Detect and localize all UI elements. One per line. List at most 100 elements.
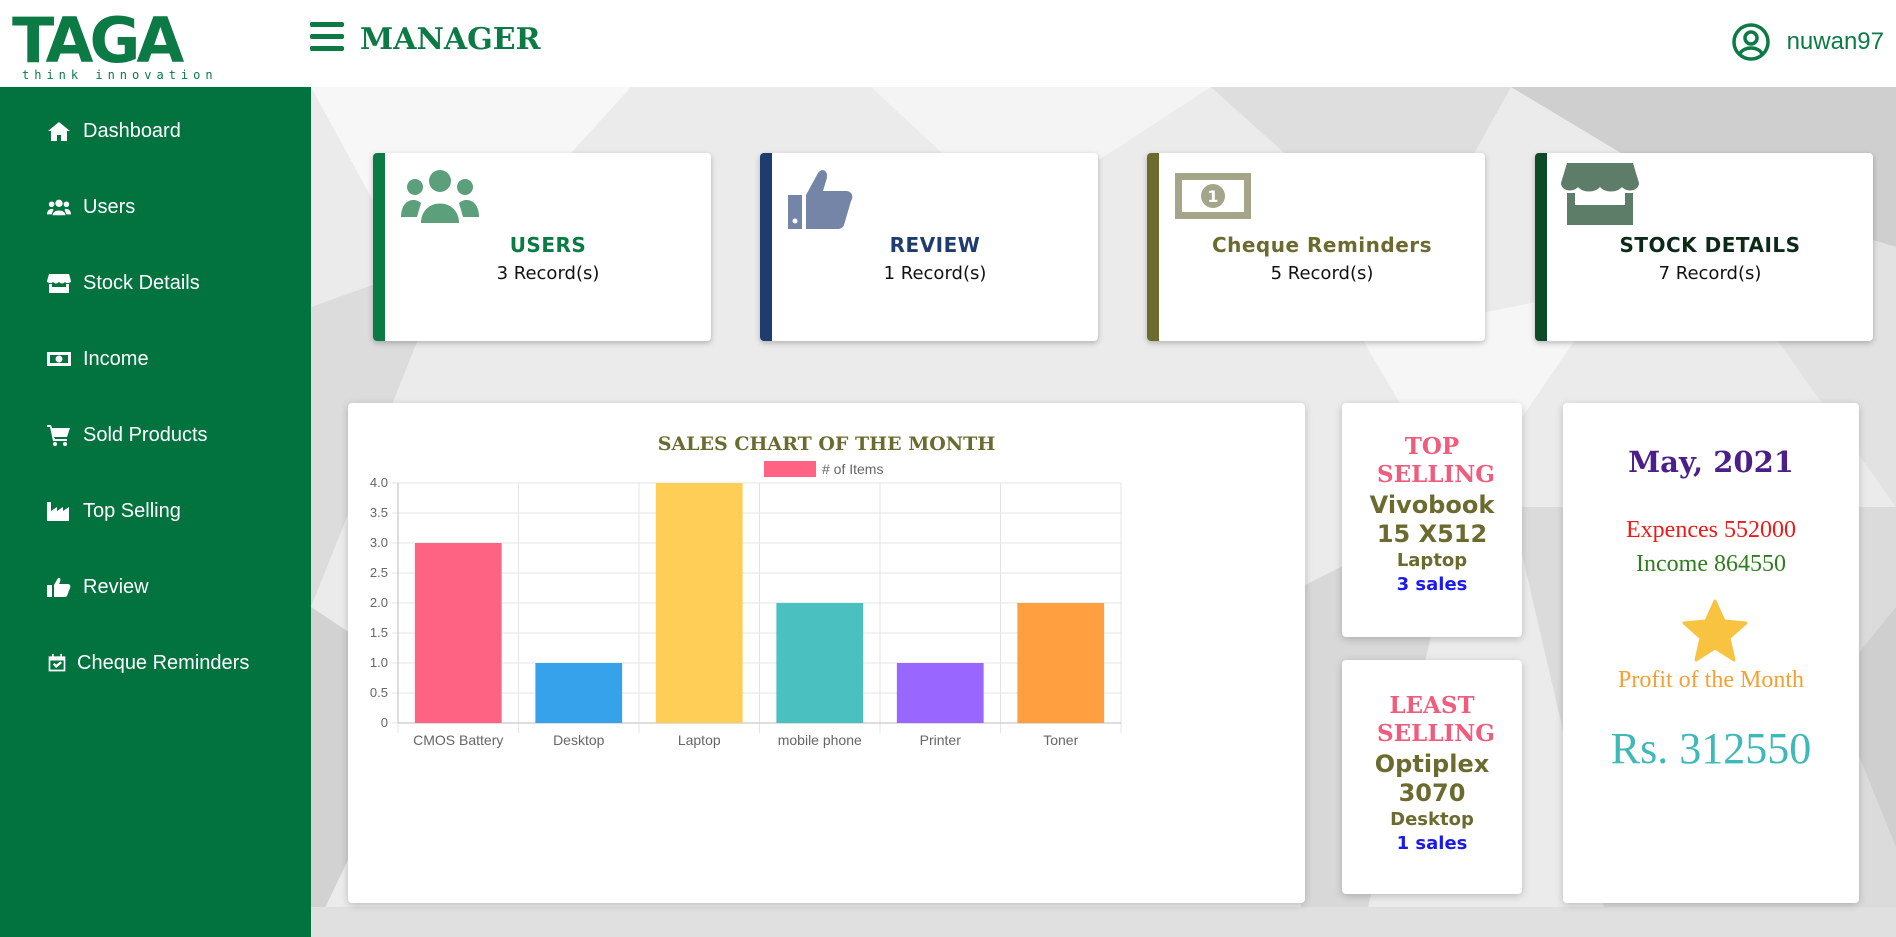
card-title: USERS (509, 233, 587, 257)
monthly-summary-panel: May, 2021 Expences 552000 Income 864550 … (1563, 403, 1859, 903)
sidebar-item-label: Cheque Reminders (77, 651, 250, 674)
calendar-check-icon (48, 653, 66, 672)
legend-label: # of Items (822, 461, 884, 477)
top-selling-heading: TOP SELLING (1377, 433, 1495, 488)
bar-printer (896, 663, 984, 723)
y-tick-label: 2.5 (370, 565, 388, 580)
main-content: USERS 3 Record(s) REVIEW 1 Record(s) 1 C… (311, 87, 1896, 937)
top-selling-count: 3 sales (1396, 574, 1468, 595)
sidebar-item-label: Dashboard (83, 119, 181, 142)
y-tick-label: 1.0 (370, 655, 388, 670)
company-logo[interactable]: TAGA think innovation (12, 4, 224, 83)
card-title: Cheque Reminders (1211, 233, 1433, 257)
profit-value: Rs. 312550 (1610, 724, 1812, 773)
user-circle-icon (1731, 23, 1770, 61)
chart-legend[interactable]: # of Items (764, 461, 883, 477)
income-text: Income 864550 (1636, 551, 1786, 577)
star-icon (1682, 599, 1748, 662)
sales-chart-panel: SALES CHART OF THE MONTH # of Items 0 0.5… (348, 403, 1305, 903)
x-tick-label: Toner (1043, 732, 1078, 748)
card-accent-bar (1535, 153, 1547, 341)
home-icon (48, 122, 70, 141)
sidebar: Dashboard Users Stock Details Income Sol… (0, 87, 311, 937)
card-accent-bar (1147, 153, 1159, 341)
cart-icon (47, 425, 70, 446)
bar-cmos-battery (414, 543, 502, 723)
bar-desktop (535, 663, 623, 723)
x-tick-label: mobile phone (778, 732, 862, 748)
sidebar-item-cheque-reminders[interactable]: Cheque Reminders (47, 643, 249, 683)
review-card[interactable]: REVIEW 1 Record(s) (760, 153, 1098, 341)
sidebar-item-dashboard[interactable]: Dashboard (47, 111, 181, 151)
page-title: MANAGER (360, 22, 541, 57)
chart-title: SALES CHART OF THE MONTH (657, 433, 996, 455)
sidebar-item-income[interactable]: Income (47, 339, 149, 379)
bar-toner (1017, 603, 1105, 723)
expences-text: Expences 552000 (1626, 517, 1796, 543)
month-title: May, 2021 (1628, 445, 1794, 479)
users-card[interactable]: USERS 3 Record(s) (373, 153, 711, 341)
card-count: 1 Record(s) (883, 263, 987, 284)
logo-text: TAGA (12, 4, 184, 77)
logo-tagline: think innovation (22, 68, 218, 82)
thumbs-up-icon (788, 170, 853, 229)
y-tick-label: 1.5 (370, 625, 388, 640)
least-selling-product: Optiplex 3070 (1374, 750, 1490, 807)
top-selling-panel: TOP SELLING Vivobook 15 X512 Laptop 3 sa… (1342, 403, 1522, 637)
top-header: TAGA think innovation MANAGER nuwan97 (0, 0, 1896, 87)
industry-icon (47, 502, 69, 521)
x-tick-label: Desktop (553, 732, 605, 748)
card-count: 5 Record(s) (1270, 263, 1374, 284)
y-tick-label: 3.5 (370, 505, 388, 520)
svg-text:1: 1 (1207, 187, 1218, 206)
card-accent-bar (373, 153, 385, 341)
sidebar-item-review[interactable]: Review (47, 567, 149, 607)
hamburger-menu-icon[interactable] (310, 22, 344, 54)
sidebar-item-label: Income (83, 347, 149, 370)
sidebar-item-stock-details[interactable]: Stock Details (47, 263, 200, 303)
thumbs-up-icon (47, 577, 71, 597)
bar-mobile-phone (776, 603, 864, 723)
users-icon (401, 170, 479, 223)
users-icon (47, 199, 71, 216)
user-menu[interactable]: nuwan97 (1731, 20, 1884, 64)
store-icon (1561, 163, 1639, 225)
card-title: REVIEW (889, 233, 981, 257)
profit-label: Profit of the Month (1618, 667, 1804, 693)
money-bill-icon: 1 (1175, 173, 1251, 219)
sidebar-item-sold-products[interactable]: Sold Products (47, 415, 208, 455)
user-name: nuwan97 (1786, 28, 1884, 55)
card-accent-bar (760, 153, 772, 341)
x-tick-label: Printer (920, 732, 962, 748)
top-selling-category: Laptop (1396, 550, 1468, 571)
sidebar-item-label: Sold Products (83, 423, 208, 446)
sidebar-item-label: Review (83, 575, 149, 598)
y-tick-label: 4.0 (370, 475, 388, 490)
sidebar-item-label: Stock Details (83, 271, 200, 294)
sidebar-item-users[interactable]: Users (47, 187, 135, 227)
least-selling-count: 1 sales (1396, 833, 1468, 854)
stock-details-card[interactable]: STOCK DETAILS 7 Record(s) (1535, 153, 1873, 341)
card-count: 3 Record(s) (496, 263, 600, 284)
x-tick-label: Laptop (678, 732, 721, 748)
card-title: STOCK DETAILS (1619, 233, 1801, 257)
x-tick-label: CMOS Battery (413, 732, 503, 748)
cheque-reminders-card[interactable]: 1 Cheque Reminders 5 Record(s) (1147, 153, 1485, 341)
sidebar-item-label: Top Selling (83, 499, 181, 522)
least-selling-panel: LEAST SELLING Optiplex 3070 Desktop 1 sa… (1342, 660, 1522, 894)
store-icon (47, 274, 71, 293)
least-selling-category: Desktop (1390, 809, 1474, 830)
bar-laptop (655, 483, 743, 723)
legend-swatch (764, 461, 816, 477)
top-selling-product: Vivobook 15 X512 (1369, 491, 1495, 548)
y-tick-label: 0.5 (370, 685, 388, 700)
card-count: 7 Record(s) (1658, 263, 1762, 284)
least-selling-heading: LEAST SELLING (1377, 692, 1495, 747)
sales-bar-chart: 0 0.5 1.0 1.5 2.0 2.5 3.0 3.5 4.0 CMOS Battery Des… (370, 475, 1122, 748)
y-tick-label: 0 (381, 715, 388, 730)
y-tick-label: 3.0 (370, 535, 388, 550)
money-icon (47, 352, 71, 366)
sidebar-item-top-selling[interactable]: Top Selling (47, 491, 181, 531)
sidebar-item-label: Users (83, 195, 136, 218)
y-tick-label: 2.0 (370, 595, 388, 610)
